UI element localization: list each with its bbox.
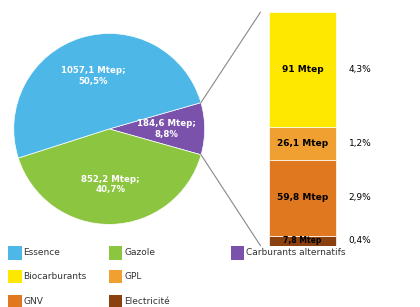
Bar — [109, 270, 123, 283]
Text: 1,2%: 1,2% — [349, 139, 371, 148]
Text: 4,3%: 4,3% — [349, 65, 371, 74]
Text: GNV: GNV — [24, 297, 43, 306]
Bar — [8, 246, 22, 260]
Text: Biocarburants: Biocarburants — [24, 272, 87, 281]
Text: GPL: GPL — [124, 272, 142, 281]
Text: Carburants alternatifs: Carburants alternatifs — [246, 248, 346, 258]
Wedge shape — [109, 103, 205, 155]
Text: 0,4%: 0,4% — [349, 236, 371, 245]
Text: 2,9%: 2,9% — [349, 193, 371, 203]
Text: 59,8 Mtep: 59,8 Mtep — [277, 193, 328, 203]
Bar — [269, 127, 336, 160]
Text: 26,1 Mtep: 26,1 Mtep — [277, 139, 328, 148]
Text: Gazole: Gazole — [124, 248, 155, 258]
Text: 852,2 Mtep;
40,7%: 852,2 Mtep; 40,7% — [81, 175, 139, 194]
Text: Essence: Essence — [24, 248, 60, 258]
Bar — [269, 12, 336, 127]
Text: 184,6 Mtep;
8,8%: 184,6 Mtep; 8,8% — [137, 119, 196, 138]
Bar — [231, 246, 244, 260]
Wedge shape — [14, 33, 201, 158]
Bar — [8, 270, 22, 283]
Text: 7,8 Mtep: 7,8 Mtep — [283, 236, 322, 245]
Bar — [109, 246, 123, 260]
Wedge shape — [18, 129, 201, 224]
Text: 91 Mtep: 91 Mtep — [281, 65, 323, 74]
Bar — [269, 236, 336, 246]
Bar — [269, 160, 336, 236]
Bar — [109, 295, 123, 307]
Text: 1057,1 Mtep;
50,5%: 1057,1 Mtep; 50,5% — [61, 66, 126, 86]
Text: Electricité: Electricité — [124, 297, 170, 306]
Bar — [8, 295, 22, 307]
